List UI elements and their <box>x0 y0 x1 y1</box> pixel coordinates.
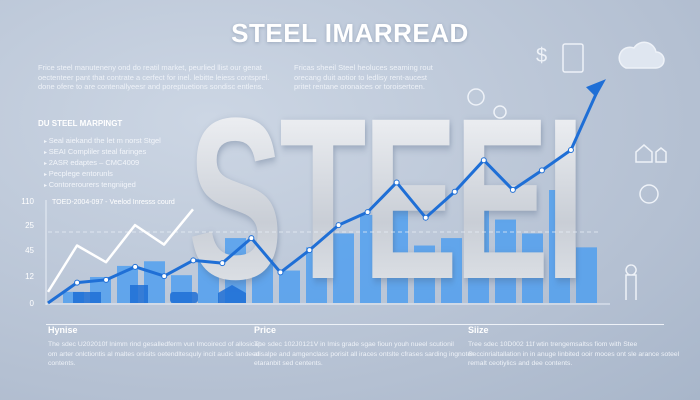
divider <box>46 324 664 325</box>
bullet-item: 2ASR edaptes – CMC4009 <box>44 158 161 169</box>
bar <box>441 238 462 303</box>
bullet-item: SEAI Compliler steal faringes <box>44 147 161 158</box>
bar <box>279 270 300 303</box>
building-icon <box>130 285 148 303</box>
data-point <box>219 260 226 267</box>
data-point <box>103 276 110 283</box>
intro-left: Frice steel manuteneny ond do reatil mar… <box>38 63 270 91</box>
bullet-item: Seal aiekand the let m norst Stgel <box>44 136 161 147</box>
intro-right: Fricas sheeil Steel heoluces seaming rou… <box>294 63 433 91</box>
bar <box>306 247 327 303</box>
y-tick-label: 25 <box>25 221 34 230</box>
footer-col-title: Hynise <box>48 325 78 335</box>
footer-col-hynise: Hynise The sdec U202010f Inimm rind gesal… <box>48 325 268 369</box>
bar <box>360 214 381 303</box>
bar <box>387 201 408 303</box>
bullet-item: Contorerourers tengniiged <box>44 180 161 191</box>
worker-icon <box>625 264 637 300</box>
data-point <box>277 269 284 276</box>
bar <box>549 190 570 303</box>
bar <box>252 252 273 303</box>
y-tick-label: 0 <box>30 299 35 308</box>
chart-overlay: TOED-2004-097 - Veelod Inresss courd 0 12… <box>21 41 667 308</box>
footer-col-price: Price The sdec 102J0121V in Imis grade sg… <box>254 325 474 369</box>
warehouse-icon <box>218 285 246 303</box>
data-point <box>567 147 574 153</box>
footer-col-size: Siize Tree sdec 10D002 11f wtin trengemsa… <box>468 325 688 369</box>
data-point <box>451 188 458 195</box>
y-tick-label: 12 <box>25 272 34 281</box>
data-point <box>132 263 139 270</box>
sidebar-title: DU STEEL MARPINGT <box>38 119 123 128</box>
data-point <box>306 247 313 254</box>
data-point <box>480 157 487 164</box>
y-tick-label: 110 <box>21 197 34 206</box>
page-title: STEEL IMARREAD <box>231 18 469 48</box>
data-point <box>335 222 342 229</box>
bar <box>522 233 543 303</box>
footer-col-text: The sdec 102J0121V in Imis grade sgae fi… <box>254 341 474 367</box>
data-point <box>190 257 197 264</box>
dollar-coin-icon <box>639 184 659 204</box>
bus-icon <box>170 292 198 303</box>
bullet-item: Pecplege entorunls <box>44 169 161 180</box>
house-icon <box>635 144 667 163</box>
footer-col-text: Tree sdec 10D002 11f wtin trengemsaltss … <box>468 341 680 367</box>
data-point <box>364 209 371 216</box>
dollar-icon: $ <box>536 45 547 67</box>
bar <box>576 247 597 303</box>
footer-col-text: The sdec U202010f Inimm rind gesalledfer… <box>48 341 262 367</box>
series-line <box>46 208 194 293</box>
cloud-icon <box>618 41 665 69</box>
series-line <box>47 84 602 305</box>
bar <box>414 245 435 303</box>
y-tick-label: 45 <box>25 246 34 255</box>
footer-col-title: Price <box>254 325 277 335</box>
bar <box>333 233 354 303</box>
data-point <box>161 273 168 280</box>
gear-icon <box>467 88 485 106</box>
chart-subtitle: TOED-2004-097 - Veelod Inresss courd <box>52 199 175 206</box>
bar <box>495 219 516 303</box>
calculator-icon <box>562 43 584 73</box>
data-point <box>74 279 81 286</box>
footer-col-title: Siize <box>468 325 489 335</box>
bullet-list: Seal aiekand the let m norst Stgel SEAI … <box>44 136 161 191</box>
gear-icon <box>493 105 507 119</box>
data-point <box>248 235 255 242</box>
hero-lettering: STEEI <box>188 70 585 327</box>
data-point <box>422 214 429 221</box>
data-point <box>538 167 545 174</box>
data-point <box>509 186 516 193</box>
bar <box>198 256 219 303</box>
data-point <box>393 179 400 186</box>
factory-icon <box>73 292 101 303</box>
bar <box>468 191 489 303</box>
arrow-head-icon <box>586 79 606 98</box>
